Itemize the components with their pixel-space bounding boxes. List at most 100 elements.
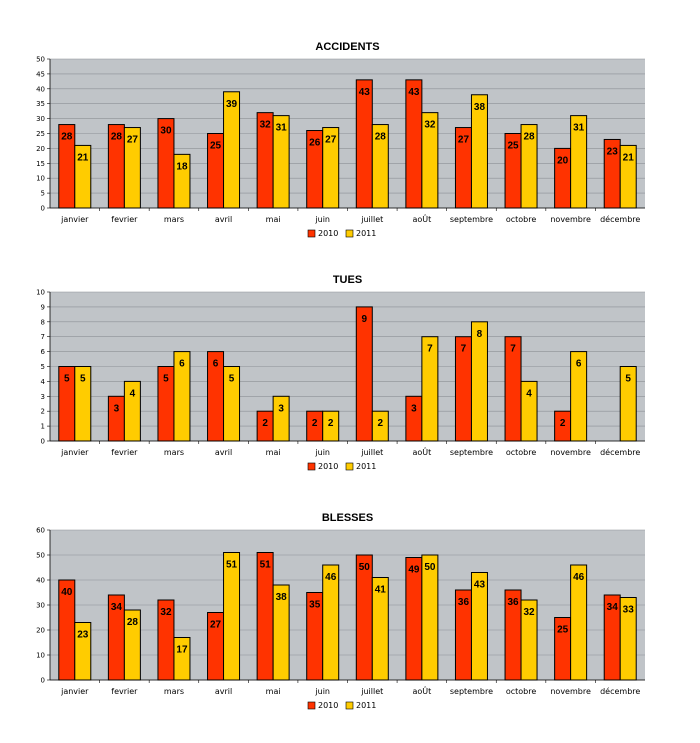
bar-2011-juin xyxy=(322,564,340,681)
data-label: 32 xyxy=(523,607,535,618)
data-label: 27 xyxy=(210,620,222,631)
bar-2010-mai xyxy=(256,552,274,681)
data-label: 32 xyxy=(160,607,172,618)
data-label: 33 xyxy=(623,605,635,616)
x-tick-label: janvier xyxy=(60,215,89,224)
legend-label: 2010 xyxy=(318,701,338,710)
y-tick-label: 40 xyxy=(36,85,45,93)
data-label: 32 xyxy=(424,120,436,131)
data-label: 5 xyxy=(625,374,631,385)
bar-2011-mars xyxy=(173,153,191,209)
y-tick-label: 20 xyxy=(36,627,45,635)
x-tick-label: novembre xyxy=(550,215,591,224)
bar-2011-janvier xyxy=(74,366,92,442)
x-tick-label: juillet xyxy=(360,687,383,696)
y-tick-label: 3 xyxy=(41,393,45,401)
data-label: 31 xyxy=(573,123,585,134)
bar-2010-juillet xyxy=(355,79,373,209)
x-tick-label: mai xyxy=(266,215,281,224)
x-tick-label: octobre xyxy=(506,687,537,696)
data-label: 7 xyxy=(461,344,467,355)
data-label: 5 xyxy=(80,374,86,385)
x-tick-label: aoÛt xyxy=(412,685,431,696)
data-label: 50 xyxy=(359,562,371,573)
y-tick-label: 0 xyxy=(41,677,45,685)
y-tick-label: 5 xyxy=(41,363,45,371)
x-tick-label: septembre xyxy=(450,448,493,457)
x-tick-label: novembre xyxy=(550,448,591,457)
y-tick-label: 50 xyxy=(36,56,45,64)
bar-2011-fevrier xyxy=(123,609,141,681)
y-tick-label: 4 xyxy=(41,378,46,386)
data-label: 6 xyxy=(179,359,185,370)
data-label: 3 xyxy=(278,403,284,414)
x-tick-label: octobre xyxy=(506,448,537,457)
data-label: 25 xyxy=(507,141,519,152)
data-label: 21 xyxy=(623,152,635,163)
data-label: 3 xyxy=(114,403,120,414)
data-label: 23 xyxy=(77,630,89,641)
data-label: 23 xyxy=(607,146,619,157)
bar-2011-juillet xyxy=(371,124,389,209)
data-label: 51 xyxy=(226,560,238,571)
data-label: 6 xyxy=(213,359,219,370)
y-tick-label: 45 xyxy=(36,70,45,78)
data-label: 46 xyxy=(573,572,585,583)
y-tick-label: 1 xyxy=(41,423,45,431)
bar-2011-mars xyxy=(173,351,191,442)
data-label: 4 xyxy=(526,388,532,399)
bar-2011-novembre xyxy=(570,351,588,442)
bar-2011-novembre xyxy=(570,115,588,209)
bar-2011-décembre xyxy=(619,144,637,209)
chart-0: ACCIDENTS 0 5 10 15 20 25 30 35 40 45 50 28 21 janvier… xyxy=(36,41,645,238)
data-label: 7 xyxy=(427,344,433,355)
data-label: 38 xyxy=(474,102,486,113)
data-label: 32 xyxy=(260,120,272,131)
bar-2011-mai xyxy=(272,584,290,681)
data-label: 5 xyxy=(64,374,70,385)
x-tick-label: mai xyxy=(266,687,281,696)
data-label: 2 xyxy=(378,418,384,429)
bar-2011-avril xyxy=(223,91,241,209)
x-tick-label: décembre xyxy=(600,686,640,696)
legend-swatch-2011 xyxy=(345,229,354,238)
y-tick-label: 20 xyxy=(36,145,45,153)
data-label: 36 xyxy=(507,597,519,608)
legend-label: 2011 xyxy=(356,462,376,471)
data-label: 38 xyxy=(276,592,288,603)
y-tick-label: 10 xyxy=(36,289,45,297)
x-tick-label: fevrier xyxy=(111,687,138,696)
data-label: 28 xyxy=(111,132,123,143)
bar-2010-juillet xyxy=(355,554,373,681)
chart-title: ACCIDENTS xyxy=(315,41,379,53)
y-tick-label: 60 xyxy=(36,527,45,535)
data-label: 26 xyxy=(309,138,321,149)
bar-2010-aoÛt xyxy=(405,79,423,209)
x-tick-label: aoÛt xyxy=(412,213,431,224)
y-tick-label: 7 xyxy=(41,333,45,341)
y-tick-label: 35 xyxy=(36,100,45,108)
x-tick-label: juin xyxy=(314,448,330,457)
data-label: 2 xyxy=(328,418,334,429)
data-label: 25 xyxy=(557,625,569,636)
bar-2011-mai xyxy=(272,115,290,209)
data-label: 41 xyxy=(375,585,387,596)
data-label: 40 xyxy=(61,587,73,598)
bar-2011-avril xyxy=(223,552,241,681)
y-tick-label: 30 xyxy=(36,602,45,610)
data-label: 28 xyxy=(375,132,387,143)
x-tick-label: mars xyxy=(164,215,184,224)
data-label: 51 xyxy=(260,560,272,571)
data-label: 50 xyxy=(424,562,436,573)
chart-title: BLESSES xyxy=(322,512,373,524)
x-tick-label: avril xyxy=(215,215,232,224)
data-label: 36 xyxy=(458,597,470,608)
y-tick-label: 25 xyxy=(36,130,45,138)
x-tick-label: juillet xyxy=(360,215,383,224)
data-label: 25 xyxy=(210,141,222,152)
x-tick-label: décembre xyxy=(600,447,640,457)
legend-swatch-2011 xyxy=(345,701,354,710)
data-label: 5 xyxy=(163,374,169,385)
data-label: 35 xyxy=(309,600,321,611)
